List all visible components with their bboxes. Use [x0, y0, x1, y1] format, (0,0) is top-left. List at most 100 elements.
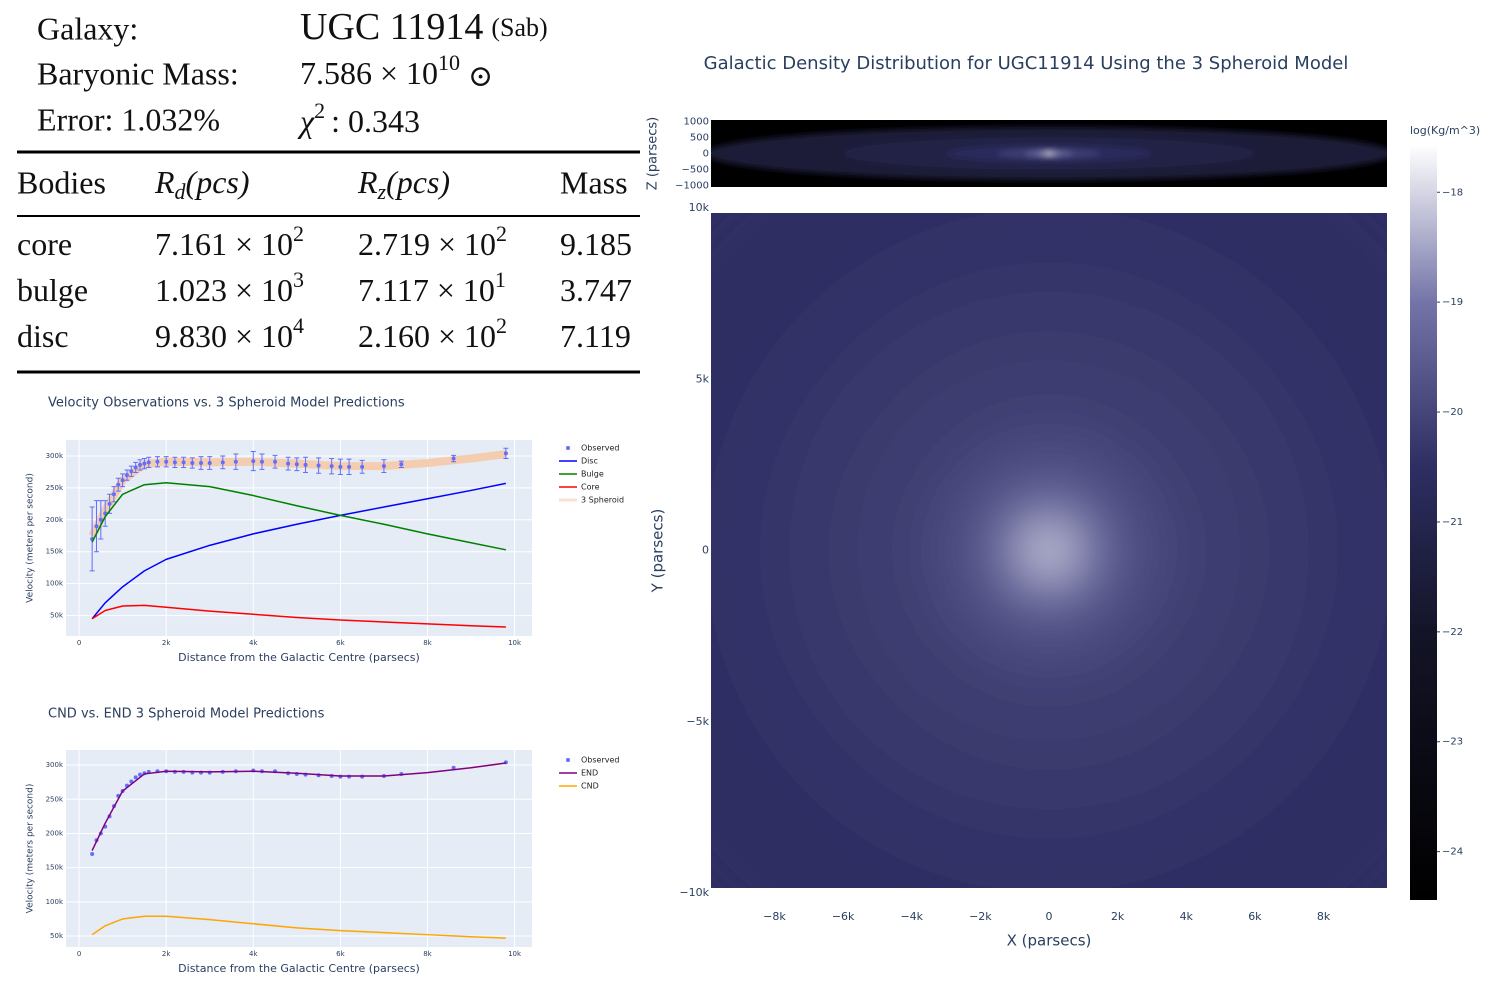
colorbar-tick-label: −23: [1442, 737, 1463, 748]
legend-label: CND: [581, 782, 599, 791]
density-blur: [711, 213, 1387, 888]
data-point: [190, 460, 195, 465]
cell-text: 7.119: [560, 318, 631, 354]
data-point: [142, 461, 147, 466]
legend-label: Disc: [581, 457, 598, 466]
mass-unit: ⊙: [468, 60, 493, 93]
data-point: [111, 492, 116, 497]
y-tick-label: −5k: [686, 715, 709, 728]
colorbar-tick-label: −24: [1442, 847, 1463, 858]
data-point: [133, 465, 138, 470]
y-tick-label: 5k: [696, 372, 710, 385]
y-tick-label: 50k: [50, 612, 64, 620]
x-tick-label: 6k: [336, 950, 345, 958]
y-tick-label: 150k: [46, 864, 64, 872]
exponent: 3: [293, 267, 304, 292]
exponent: 2: [496, 313, 507, 338]
data-point: [303, 462, 308, 467]
table-cell: 7.117 × 101: [358, 267, 506, 308]
density-edge-on: [711, 126, 1387, 181]
x-tick-label: 2k: [162, 950, 171, 958]
data-point: [90, 851, 95, 856]
x-axis-title: X (parsecs): [1007, 932, 1092, 950]
x-tick-label: 0: [77, 950, 81, 958]
data-point: [381, 464, 386, 469]
header-cell: Rz(pcs): [357, 164, 450, 204]
x-tick-label: 10k: [508, 639, 522, 647]
header-unit: (pcs): [386, 164, 450, 200]
header-symbol: R: [154, 164, 175, 200]
data-point: [329, 464, 334, 469]
x-tick-label: −6k: [832, 910, 855, 923]
legend-label: 3 Spheroid: [581, 496, 624, 505]
legend-label: END: [581, 769, 598, 778]
colorbar-tick-label: −22: [1442, 627, 1463, 638]
table-cell: 7.119: [560, 318, 631, 354]
cell-text: 1.023 × 10: [155, 272, 293, 308]
x-tick-label: 6k: [336, 639, 345, 647]
series-line: [91, 915, 506, 939]
cell-text: 7.117 × 10: [358, 272, 495, 308]
cell-text: 7.161 × 10: [155, 226, 293, 262]
colorbar-tick-label: −20: [1442, 407, 1463, 418]
data-point: [338, 464, 343, 469]
x-tick-label: 2k: [1111, 910, 1125, 923]
cell-text: 3.747: [560, 272, 632, 308]
exponent: 2: [496, 221, 507, 246]
density-contour: [1046, 152, 1052, 155]
chart-title: CND vs. END 3 Spheroid Model Predictions: [48, 707, 325, 722]
series-line: [91, 604, 506, 628]
data-point: [116, 482, 121, 487]
y-tick-label: 100k: [46, 898, 64, 906]
y-tick-label: 100k: [46, 580, 64, 588]
y-tick-label: 250k: [46, 795, 64, 803]
y-axis-title: Y (parsecs): [649, 509, 667, 594]
cell-text: core: [17, 226, 72, 262]
mass-value: 7.586 × 1010 ⊙: [300, 50, 493, 93]
header-subscript: d: [175, 179, 187, 204]
data-point: [294, 462, 299, 467]
data-point: [451, 765, 456, 770]
legend-swatch: [566, 446, 570, 450]
exponent: 4: [293, 313, 304, 338]
chi-symbol: χ: [297, 103, 315, 139]
header-cell: Bodies: [17, 164, 106, 200]
cell-text: 2.160 × 10: [358, 318, 496, 354]
table-cell: core: [17, 226, 72, 262]
y-tick-label: 250k: [46, 484, 64, 492]
data-point: [207, 460, 212, 465]
data-point: [251, 459, 256, 464]
colorbar-tick-label: −18: [1442, 187, 1463, 198]
table-cell: disc: [17, 318, 69, 354]
data-point: [286, 461, 291, 466]
z-tick-label: 1000: [684, 117, 709, 128]
data-point: [220, 460, 225, 465]
y-tick-label: 50k: [50, 932, 64, 940]
mass-label: Baryonic Mass:: [37, 55, 239, 91]
density-face-on: [711, 213, 1387, 888]
table-cell: 2.719 × 102: [358, 221, 507, 262]
series-line: [91, 762, 506, 851]
density-contour: [1046, 547, 1052, 554]
x-tick-label: 8k: [423, 950, 432, 958]
plot-area: [66, 750, 532, 947]
data-point: [451, 456, 456, 461]
cell-text: disc: [17, 318, 69, 354]
chi-value: : 0.343: [331, 103, 420, 139]
x-tick-label: 4k: [249, 950, 258, 958]
table-cell: 7.161 × 102: [155, 221, 304, 262]
data-point: [233, 459, 238, 464]
y-axis-title: Velocity (meters per second): [26, 473, 36, 603]
data-point: [120, 478, 125, 483]
info: Galaxy: UGC 11914 (Sab) Baryonic Mass: 7.…: [17, 6, 640, 374]
x-tick-label: 8k: [1317, 910, 1331, 923]
x-tick-label: 8k: [423, 639, 432, 647]
header-subscript: z: [377, 179, 387, 204]
z-tick-label: 0: [703, 149, 709, 160]
legend-label: Observed: [581, 444, 620, 453]
data-point: [129, 469, 134, 474]
table-cell: 9.830 × 104: [155, 313, 304, 354]
y-tick-label: 300k: [46, 452, 64, 460]
galaxy-label: Galaxy:: [37, 10, 138, 46]
y-axis-title: Velocity (meters per second): [26, 784, 36, 914]
